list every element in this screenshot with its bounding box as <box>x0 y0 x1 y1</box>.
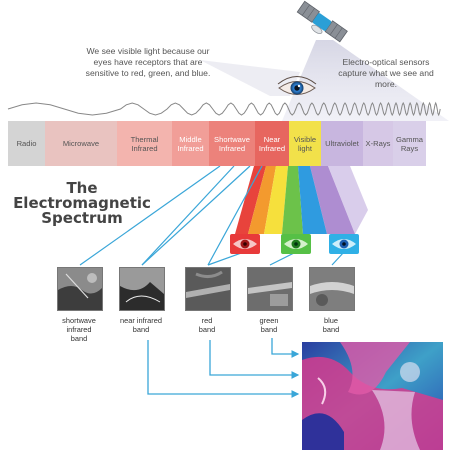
sensor-note: Electro-optical sensors capture what we … <box>338 57 434 89</box>
beam-red <box>235 166 266 234</box>
green-eye-icon <box>281 234 311 254</box>
spectrum-label: Near Infrared <box>258 134 286 153</box>
spectrum-label: Shortwave Infrared <box>214 134 250 153</box>
composite-arrows <box>147 338 300 398</box>
blue-eye-icon <box>329 234 359 254</box>
spectrum-segment-10: Gamma Rays <box>393 121 426 166</box>
title-line-2: Electromagnetic <box>13 194 151 212</box>
spectrum-segment-1: Radio <box>8 121 45 166</box>
beam-yellow <box>264 166 288 234</box>
spectrum-label: Visible light <box>293 134 317 153</box>
near-infrared-thumbnail <box>119 267 165 311</box>
spectrum-segment-9: X-Rays <box>363 121 393 166</box>
band-label-2: near infrared band <box>120 316 162 334</box>
eye-light-cone <box>200 60 300 96</box>
arrow-red <box>209 340 300 379</box>
diagram-title: The Electromagnetic Spectrum <box>6 181 158 226</box>
band-label-1: shortwave infrared band <box>62 316 96 343</box>
spectrum-label: X-Rays <box>365 139 391 148</box>
spectrum-label: Ultraviolet <box>325 139 359 148</box>
spectrum-label: Thermal Infrared <box>130 134 159 153</box>
spectrum-segment-5: Shortwave Infrared <box>209 121 255 166</box>
composite-image <box>302 342 443 450</box>
band-connector-lines <box>79 165 345 266</box>
spectrum-segment-6: Near Infrared <box>255 121 289 166</box>
arrow-green <box>271 338 300 358</box>
spectrum-segment-2: Microwave <box>45 121 117 166</box>
band-label-4: green band <box>259 316 279 334</box>
eye-icon <box>277 76 317 95</box>
spectrum-segment-4: Middle Infrared <box>172 121 209 166</box>
blue-band-thumbnail <box>309 267 355 311</box>
beam-green <box>282 166 303 234</box>
spectrum-label: Microwave <box>62 139 100 148</box>
band-label-5: blue band <box>322 316 340 334</box>
red-band-thumbnail <box>185 267 231 311</box>
spectrum-segment-7: Visible light <box>289 121 321 166</box>
spectrum-segment-3: Thermal Infrared <box>117 121 172 166</box>
beam-violet <box>310 166 355 234</box>
beam-blue <box>298 166 327 234</box>
beam-lavender <box>328 166 368 234</box>
sensor-light-cone <box>282 40 449 121</box>
beam-orange <box>248 166 276 234</box>
title-line-3: Spectrum <box>41 209 123 227</box>
arrow-nir <box>147 340 300 398</box>
title-line-1: The <box>66 179 98 197</box>
visible-light-beams <box>235 166 368 234</box>
band-label-3: red band <box>198 316 216 334</box>
visible-light-note: We see visible light because our eyes ha… <box>85 46 211 78</box>
em-wave <box>7 101 441 117</box>
spectrum-label: Radio <box>16 139 37 148</box>
red-eye-icon <box>230 234 260 254</box>
green-band-thumbnail <box>247 267 293 311</box>
shortwave-infrared-thumbnail <box>57 267 103 311</box>
spectrum-label: Gamma Rays <box>395 134 423 153</box>
satellite-icon <box>296 0 348 43</box>
spectrum-label: Middle Infrared <box>177 134 204 153</box>
spectrum-segment-8: Ultraviolet <box>321 121 363 166</box>
